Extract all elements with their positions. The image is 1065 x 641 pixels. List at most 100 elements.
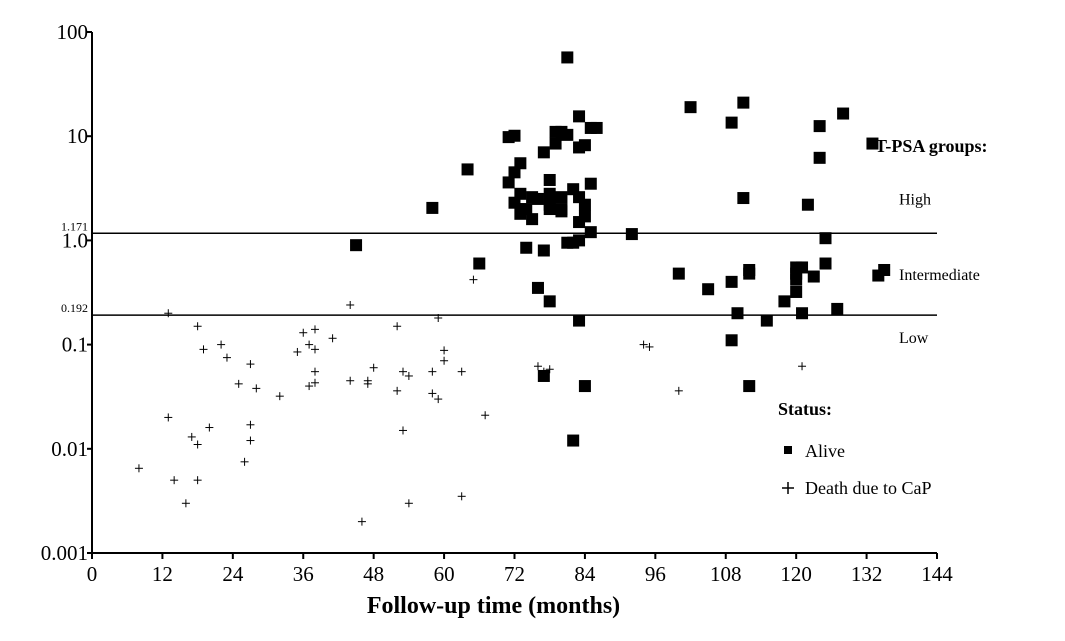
death-point [533, 362, 542, 371]
death-point [469, 275, 478, 284]
alive-point [796, 307, 809, 320]
death-point [357, 517, 366, 526]
death-point [798, 362, 807, 371]
death-point [404, 371, 413, 380]
x-ticks: 0 12 24 36 48 60 72 84 96 108 120 132 144 [87, 553, 953, 586]
death-point [434, 314, 443, 323]
death-point [674, 386, 683, 395]
alive-point [543, 295, 556, 308]
alive-point [573, 314, 586, 327]
death-point [457, 367, 466, 376]
alive-point [508, 166, 521, 179]
alive-point [549, 137, 562, 150]
alive-point [807, 270, 820, 283]
alive-point [543, 187, 556, 200]
death-point [639, 340, 648, 349]
y-tick-label: 0.001 [41, 541, 88, 565]
death-point [193, 322, 202, 331]
alive-point [584, 226, 597, 239]
alive-point [578, 380, 591, 393]
alive-point [813, 120, 826, 133]
alive-point [725, 334, 738, 347]
x-axis-label: Follow-up time (months) [367, 593, 620, 619]
x-tick-label: 48 [363, 562, 384, 586]
alive-point [567, 434, 580, 447]
alive-point [878, 263, 891, 276]
alive-point [837, 107, 850, 120]
death-point [481, 411, 490, 420]
death-point [275, 392, 284, 401]
x-tick-label: 84 [574, 562, 596, 586]
alive-point [573, 110, 586, 123]
death-point [305, 382, 314, 391]
x-tick-label: 96 [645, 562, 666, 586]
alive-point [737, 192, 750, 205]
death-point [181, 499, 190, 508]
death-point [246, 360, 255, 369]
death-point [293, 347, 302, 356]
y-ticks: 0.001 0.01 0.1 1.0 10 100 [41, 20, 92, 565]
alive-point [426, 201, 439, 214]
death-point [222, 353, 231, 362]
death-point [346, 376, 355, 385]
legend-title: Status: [778, 399, 832, 419]
t-psa-group-annotations: T-PSA groups: High Intermediate Low [875, 136, 988, 347]
alive-point [731, 307, 744, 320]
death-point [428, 367, 437, 376]
death-point [240, 457, 249, 466]
death-point [252, 384, 261, 393]
y-tick-label: 1.0 [62, 228, 88, 252]
alive-point [819, 232, 832, 245]
legend-label-alive: Alive [805, 441, 845, 461]
death-point [404, 499, 413, 508]
alive-point [537, 244, 550, 257]
alive-point [531, 192, 544, 205]
x-tick-label: 108 [710, 562, 742, 586]
alive-point [702, 283, 715, 296]
x-tick-label: 24 [222, 562, 244, 586]
death-point [305, 340, 314, 349]
data-points [134, 51, 891, 526]
alive-point [543, 173, 556, 186]
death-point [310, 367, 319, 376]
death-point [399, 367, 408, 376]
alive-point [760, 314, 773, 327]
alive-point [813, 151, 826, 164]
cutoff-label: 1.171 [61, 219, 88, 233]
death-point [399, 426, 408, 435]
legend-plus-icon [782, 482, 794, 494]
death-point [310, 325, 319, 334]
alive-point [790, 285, 803, 298]
group-label-intermediate: Intermediate [899, 267, 980, 284]
death-point [393, 322, 402, 331]
death-point [217, 340, 226, 349]
y-tick-label: 0.1 [62, 333, 88, 357]
alive-point [866, 137, 879, 150]
death-point [645, 342, 654, 351]
alive-point [796, 261, 809, 274]
alive-point [578, 139, 591, 152]
death-point [234, 379, 243, 388]
death-point [457, 492, 466, 501]
alive-point [684, 101, 697, 114]
group-label-low: Low [899, 330, 929, 347]
alive-point [526, 213, 539, 226]
death-point [187, 432, 196, 441]
alive-point [573, 234, 586, 247]
alive-point [461, 163, 474, 176]
alive-point [473, 257, 486, 270]
death-point [310, 378, 319, 387]
legend-square-icon [784, 446, 792, 454]
alive-point [555, 191, 568, 204]
alive-point [725, 275, 738, 288]
alive-point [537, 146, 550, 159]
alive-point [831, 302, 844, 315]
death-point [434, 395, 443, 404]
x-tick-label: 60 [434, 562, 455, 586]
death-point [193, 476, 202, 485]
death-point [363, 376, 372, 385]
alive-point [514, 187, 527, 200]
death-point [246, 436, 255, 445]
cutoff-label: 0.192 [61, 301, 88, 315]
death-point [545, 365, 554, 374]
